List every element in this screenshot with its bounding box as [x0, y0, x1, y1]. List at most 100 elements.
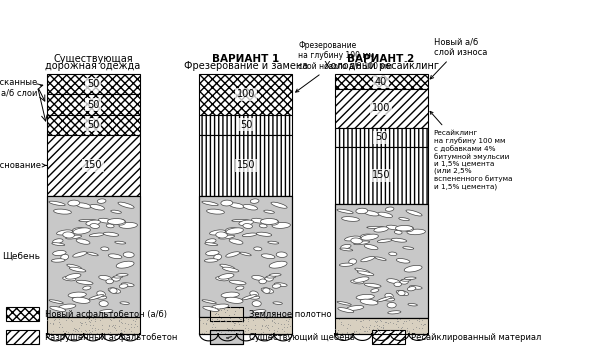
Point: [227, 325, 237, 330]
Ellipse shape: [106, 224, 114, 228]
Point: [215, 305, 224, 311]
Ellipse shape: [371, 289, 379, 292]
Point: [239, 318, 248, 323]
Point: [330, 326, 340, 331]
Bar: [47, 74, 139, 94]
Point: [251, 322, 260, 328]
Point: [233, 319, 243, 325]
Ellipse shape: [341, 244, 351, 249]
Point: [373, 330, 382, 336]
Point: [238, 319, 248, 325]
Point: [235, 316, 244, 321]
Point: [351, 328, 361, 334]
Ellipse shape: [218, 274, 234, 279]
Text: 50: 50: [375, 132, 387, 142]
Point: [373, 318, 382, 324]
Point: [258, 317, 268, 322]
Point: [226, 318, 236, 324]
Point: [230, 311, 239, 317]
Point: [400, 319, 409, 324]
Point: [281, 317, 291, 323]
Ellipse shape: [406, 210, 422, 216]
Ellipse shape: [262, 254, 275, 259]
Point: [80, 328, 90, 333]
Point: [109, 316, 118, 321]
Point: [214, 307, 224, 313]
Point: [226, 316, 235, 321]
Ellipse shape: [112, 276, 121, 281]
Point: [237, 318, 247, 324]
Ellipse shape: [351, 238, 362, 244]
Bar: [335, 146, 427, 204]
Point: [398, 329, 408, 334]
Point: [74, 325, 84, 330]
Point: [126, 328, 136, 334]
Ellipse shape: [408, 304, 418, 306]
Point: [381, 319, 391, 324]
Point: [263, 322, 273, 328]
Ellipse shape: [236, 286, 244, 290]
Point: [126, 324, 136, 329]
Ellipse shape: [361, 234, 379, 240]
Ellipse shape: [391, 238, 407, 242]
Ellipse shape: [272, 222, 290, 228]
Bar: [210, 330, 243, 344]
Ellipse shape: [86, 220, 100, 226]
Point: [42, 317, 52, 323]
Point: [82, 331, 92, 336]
Ellipse shape: [59, 304, 76, 309]
Point: [257, 324, 266, 329]
Point: [376, 317, 385, 323]
Point: [244, 318, 253, 324]
Ellipse shape: [206, 209, 224, 214]
Ellipse shape: [109, 254, 122, 259]
Point: [81, 321, 91, 327]
Point: [279, 322, 289, 327]
Ellipse shape: [374, 227, 388, 232]
Point: [414, 316, 424, 322]
Point: [369, 330, 379, 336]
Ellipse shape: [52, 259, 65, 262]
Point: [230, 320, 240, 326]
Point: [248, 318, 257, 323]
Point: [104, 323, 114, 328]
Ellipse shape: [206, 251, 219, 256]
Point: [282, 324, 292, 330]
Text: 50: 50: [87, 100, 99, 109]
Point: [50, 316, 60, 321]
Ellipse shape: [221, 200, 233, 206]
Point: [228, 319, 238, 325]
Ellipse shape: [76, 203, 91, 208]
Point: [244, 316, 253, 322]
Ellipse shape: [79, 220, 96, 222]
Ellipse shape: [220, 264, 235, 269]
Bar: [210, 330, 243, 344]
Point: [230, 309, 240, 314]
Ellipse shape: [215, 277, 229, 281]
Point: [391, 330, 400, 336]
Point: [378, 325, 388, 331]
Ellipse shape: [259, 224, 267, 228]
Text: 50: 50: [87, 79, 99, 89]
Point: [385, 319, 394, 325]
Ellipse shape: [358, 271, 374, 276]
Ellipse shape: [409, 286, 422, 289]
Point: [97, 315, 107, 321]
Point: [284, 316, 294, 322]
Point: [234, 305, 244, 310]
Point: [365, 323, 375, 328]
Point: [201, 329, 211, 334]
Point: [337, 319, 346, 325]
Point: [345, 323, 355, 328]
Ellipse shape: [353, 241, 370, 245]
Point: [336, 322, 346, 327]
Point: [229, 328, 239, 334]
Point: [286, 323, 295, 329]
Text: ВАРИАНТ 1: ВАРИАНТ 1: [212, 54, 280, 64]
Point: [47, 330, 56, 336]
Point: [338, 322, 348, 327]
Ellipse shape: [397, 258, 410, 263]
Point: [195, 317, 205, 323]
Ellipse shape: [251, 218, 265, 223]
Point: [105, 317, 115, 322]
